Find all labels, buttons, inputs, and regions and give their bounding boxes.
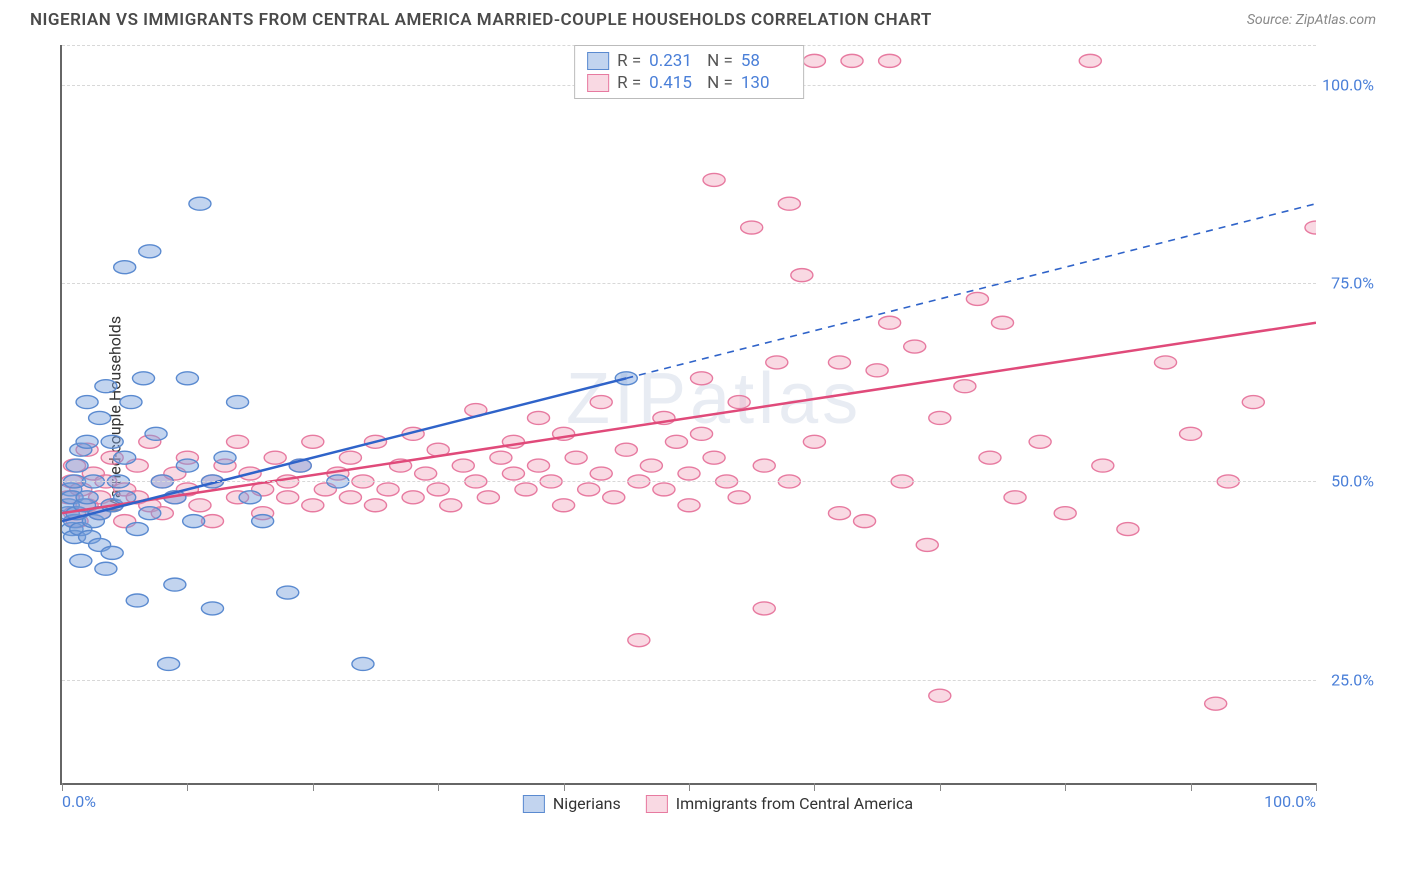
x-tick-right: 100.0% bbox=[1264, 792, 1316, 811]
y-tick-label: 50.0% bbox=[1331, 472, 1374, 491]
stat-n-label-2: N = bbox=[707, 73, 733, 93]
stat-r-central: 0.415 bbox=[649, 73, 699, 93]
scatter-svg bbox=[62, 45, 1316, 783]
legend-swatch-nigerians bbox=[523, 795, 545, 813]
stat-row-nigerians: R = 0.231 N = 58 bbox=[587, 50, 791, 72]
plot-area: ZIPatlas R = 0.231 N = 58 R = 0.415 N = … bbox=[60, 45, 1316, 785]
legend-item-central: Immigrants from Central America bbox=[646, 794, 913, 813]
stat-n-central: 130 bbox=[741, 73, 791, 93]
legend-label-nigerians: Nigerians bbox=[553, 794, 621, 813]
chart-source: Source: ZipAtlas.com bbox=[1247, 12, 1376, 28]
chart-title: NIGERIAN VS IMMIGRANTS FROM CENTRAL AMER… bbox=[30, 10, 932, 30]
chart-header: NIGERIAN VS IMMIGRANTS FROM CENTRAL AMER… bbox=[0, 0, 1406, 35]
bottom-legend: Nigerians Immigrants from Central Americ… bbox=[523, 794, 913, 813]
x-tick-left: 0.0% bbox=[62, 792, 96, 811]
y-tick-label: 75.0% bbox=[1331, 274, 1374, 293]
y-tick-label: 100.0% bbox=[1322, 75, 1374, 94]
y-tick-label: 25.0% bbox=[1331, 670, 1374, 689]
legend-swatch-central bbox=[646, 795, 668, 813]
stat-n-label: N = bbox=[707, 51, 733, 71]
stat-r-label-2: R = bbox=[617, 73, 641, 93]
legend-label-central: Immigrants from Central America bbox=[676, 794, 913, 813]
swatch-nigerians bbox=[587, 52, 609, 70]
legend-item-nigerians: Nigerians bbox=[523, 794, 621, 813]
stat-legend-box: R = 0.231 N = 58 R = 0.415 N = 130 bbox=[574, 45, 804, 99]
stat-r-nigerians: 0.231 bbox=[649, 51, 699, 71]
stat-row-central: R = 0.415 N = 130 bbox=[587, 72, 791, 94]
swatch-central bbox=[587, 74, 609, 92]
chart-container: ZIPatlas R = 0.231 N = 58 R = 0.415 N = … bbox=[60, 35, 1376, 825]
stat-r-label: R = bbox=[617, 51, 641, 71]
stat-n-nigerians: 58 bbox=[741, 51, 791, 71]
